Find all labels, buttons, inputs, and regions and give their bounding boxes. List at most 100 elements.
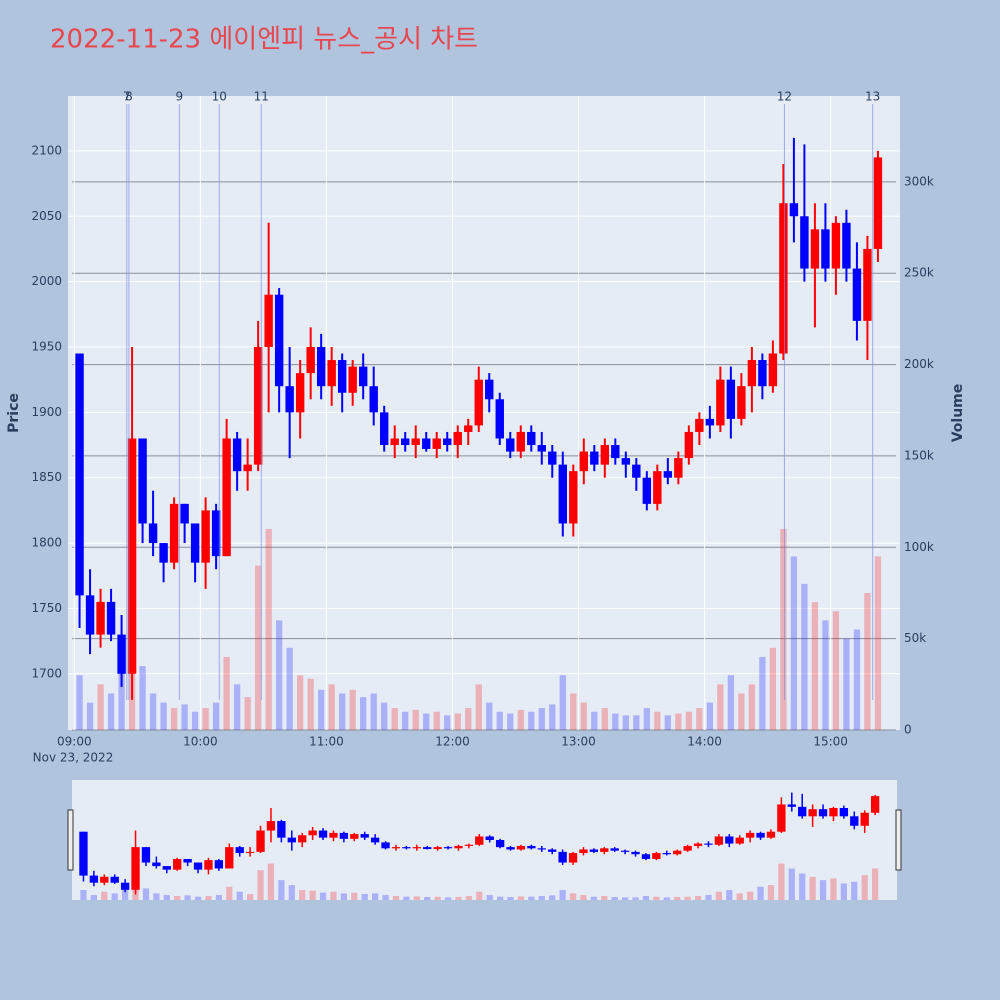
volume-bar bbox=[843, 638, 850, 730]
mini-candle-body bbox=[548, 849, 557, 852]
range-handle[interactable] bbox=[895, 809, 902, 871]
volume-bar bbox=[381, 702, 388, 730]
mini-volume-bar bbox=[257, 870, 264, 900]
mini-candle-body bbox=[777, 804, 786, 832]
mini-volume-bar bbox=[163, 895, 170, 900]
volume-bar bbox=[475, 684, 482, 730]
mini-volume-bar bbox=[653, 896, 660, 900]
volume-bar bbox=[811, 602, 819, 730]
volume-bar bbox=[433, 711, 440, 730]
y-tick-label: 1900 bbox=[31, 405, 62, 419]
candle-body bbox=[821, 229, 830, 269]
volume-bar bbox=[454, 713, 461, 730]
mini-volume-bar bbox=[674, 897, 681, 900]
mini-volume-bar bbox=[861, 875, 868, 900]
y-tick-label: 1700 bbox=[31, 666, 62, 680]
mini-candle-body bbox=[704, 843, 713, 845]
mini-candle-body bbox=[204, 860, 213, 870]
candle-body bbox=[401, 438, 410, 446]
candle-body bbox=[127, 438, 137, 674]
candle-body bbox=[527, 431, 536, 446]
volume-bar bbox=[486, 702, 493, 730]
candle-body bbox=[85, 595, 95, 635]
mini-candle-body bbox=[245, 851, 255, 854]
candle-body bbox=[653, 471, 662, 504]
y-axis-label: Price bbox=[6, 393, 22, 433]
mini-candle-body bbox=[214, 860, 224, 869]
x-tick-label: 12:00 bbox=[435, 735, 470, 749]
mini-candle-body bbox=[443, 847, 453, 849]
mini-candle-body bbox=[620, 850, 630, 852]
volume-bar bbox=[276, 620, 283, 730]
mini-volume-bar bbox=[757, 886, 764, 900]
mini-candle-body bbox=[756, 832, 765, 838]
mini-volume-bar bbox=[288, 885, 295, 900]
mini-candle-body bbox=[308, 830, 317, 836]
mini-volume-bar bbox=[299, 890, 306, 900]
mini-volume-bar bbox=[111, 893, 118, 900]
mini-volume-bar bbox=[840, 883, 847, 900]
mini-volume-bar bbox=[476, 891, 483, 900]
volume-bar bbox=[160, 702, 167, 730]
candle-body bbox=[558, 464, 567, 524]
y-tick-label: 2000 bbox=[31, 274, 62, 288]
volume-bar bbox=[202, 708, 209, 730]
mini-volume-bar bbox=[392, 896, 400, 900]
volume-bar bbox=[265, 529, 272, 730]
mini-candle-body bbox=[673, 850, 682, 855]
mini-volume-bar bbox=[455, 897, 462, 900]
candle-body bbox=[474, 379, 483, 426]
volume-bar bbox=[349, 689, 356, 730]
candle-body bbox=[863, 248, 872, 321]
mini-volume-bar bbox=[517, 896, 525, 900]
volume-bar bbox=[328, 684, 335, 730]
candle-body bbox=[316, 346, 326, 387]
volume-bar bbox=[107, 693, 115, 730]
mini-candle-body bbox=[100, 876, 109, 883]
candle-body bbox=[663, 471, 673, 478]
volume-bar bbox=[412, 709, 419, 730]
candle-body bbox=[674, 458, 683, 478]
candle-body bbox=[495, 399, 504, 439]
mini-candle-body bbox=[818, 809, 828, 817]
volume-bar bbox=[465, 708, 472, 730]
mini-volume-bar bbox=[622, 897, 629, 900]
mini-candle-body bbox=[329, 832, 338, 838]
mini-candle-body bbox=[423, 847, 432, 850]
volume-bar bbox=[654, 711, 661, 730]
mini-candle-body bbox=[402, 847, 411, 849]
mini-volume-bar bbox=[715, 891, 722, 900]
mini-candle-body bbox=[287, 837, 296, 843]
volume-bar bbox=[339, 693, 346, 730]
mini-candle-body bbox=[735, 837, 744, 844]
candle-body bbox=[96, 601, 105, 635]
mini-candle-body bbox=[339, 832, 349, 839]
volume-bar bbox=[706, 702, 714, 730]
news-label: 11 bbox=[254, 90, 269, 104]
mini-candle-body bbox=[850, 816, 859, 826]
volume-bar bbox=[360, 697, 367, 730]
volume-bar bbox=[748, 684, 756, 730]
y2-tick-label: 300k bbox=[904, 174, 934, 188]
mini-candle-body bbox=[152, 862, 161, 867]
mini-candle-body bbox=[277, 821, 286, 838]
mini-candle-body bbox=[506, 847, 515, 850]
range-slider[interactable] bbox=[72, 780, 897, 900]
mini-volume-bar bbox=[278, 880, 285, 900]
volume-bar bbox=[170, 708, 178, 730]
mini-candle-body bbox=[745, 832, 755, 838]
mini-candle-body bbox=[641, 854, 651, 859]
news-label: 10 bbox=[212, 90, 227, 104]
x-tick-label: 09:00 bbox=[57, 735, 92, 749]
mini-volume-bar bbox=[424, 897, 431, 900]
plot-area bbox=[68, 96, 900, 730]
candle-body bbox=[180, 503, 189, 524]
y-tick-label: 1850 bbox=[31, 470, 62, 484]
news-label: 12 bbox=[777, 90, 792, 104]
range-handle[interactable] bbox=[67, 809, 74, 871]
mini-candle-body bbox=[870, 796, 880, 813]
volume-bar bbox=[118, 656, 125, 730]
volume-bar bbox=[801, 583, 808, 730]
candle-body bbox=[117, 634, 126, 674]
candle-body bbox=[243, 464, 252, 472]
